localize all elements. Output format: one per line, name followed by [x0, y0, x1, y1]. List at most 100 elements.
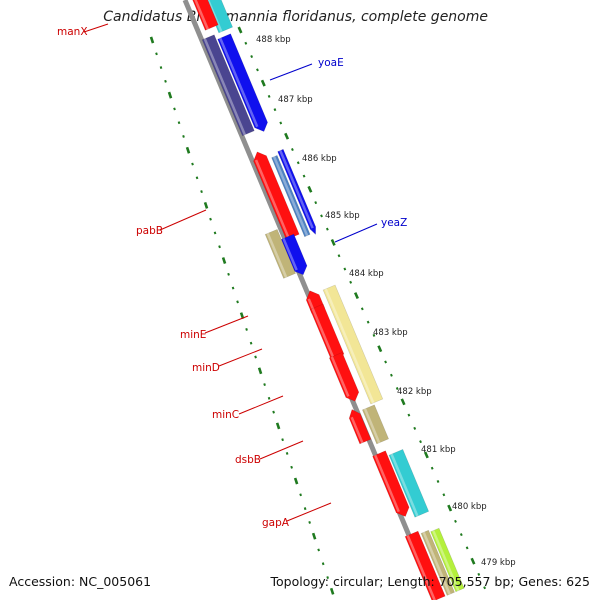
gene-feature: [277, 148, 317, 236]
minC-leader: [238, 395, 284, 415]
yeaZ-leader: [334, 223, 378, 243]
outer-tick: [260, 79, 266, 87]
kbp-label-482: 482 kbp: [397, 387, 432, 397]
inner-tick: [227, 272, 230, 276]
gene-label-minC: minC: [212, 409, 239, 421]
inner-tick: [303, 507, 307, 511]
inner-tick: [293, 477, 299, 485]
gene-feature-highlight: [406, 535, 436, 600]
minE-leader: [204, 315, 249, 334]
kbp-label-485: 485 kbp: [325, 211, 360, 221]
gene-feature: [404, 530, 446, 600]
outer-tick: [354, 292, 359, 300]
gene-feature: [217, 33, 268, 132]
outer-tick: [337, 254, 341, 258]
gene-feature: [388, 449, 430, 518]
yeaZ-feature: [264, 229, 296, 279]
kbp-label-481: 481 kbp: [421, 445, 456, 455]
pabB-feature: [271, 155, 311, 238]
tick-marks: [149, 26, 487, 595]
outer-tick: [454, 519, 457, 523]
inner-tick: [200, 190, 203, 194]
genome-summary-text: Topology: circular; Length: 705,557 bp; …: [270, 574, 591, 589]
outer-tick: [314, 201, 318, 205]
inner-tick: [299, 493, 302, 497]
outer-tick: [250, 55, 254, 59]
kbp-label-480: 480 kbp: [452, 502, 487, 512]
outer-tick: [267, 94, 271, 98]
gene-feature: [420, 529, 455, 596]
inner-tick: [149, 36, 155, 44]
inner-tick: [231, 286, 235, 290]
outer-tick: [400, 398, 406, 406]
outer-tick: [390, 373, 393, 377]
minD-leader: [218, 348, 263, 367]
inner-tick: [321, 562, 325, 566]
outer-tick: [419, 440, 422, 444]
inner-tick: [164, 79, 167, 83]
manX-neighbor-feature: [192, 0, 219, 31]
inner-tick: [249, 341, 253, 345]
dsbB-feature: [362, 404, 389, 445]
outer-tick: [302, 174, 306, 178]
minD-feature-highlight: [324, 288, 375, 404]
accession-text: Accession: NC_005061: [9, 574, 152, 589]
outer-tick: [447, 504, 453, 512]
outer-tick: [325, 227, 329, 231]
minD-feature: [322, 284, 384, 405]
inner-tick: [317, 548, 320, 552]
yeaZ-feature-highlight: [266, 232, 288, 278]
gene-feature-highlight: [311, 308, 335, 359]
minC-feature: [328, 352, 360, 402]
yoaE-leader: [269, 63, 313, 81]
outer-tick: [360, 307, 364, 311]
outer-tick: [413, 426, 417, 430]
inner-tick: [311, 532, 317, 540]
outer-tick: [395, 387, 399, 391]
inner-tick: [329, 587, 335, 595]
inner-tick: [308, 520, 311, 524]
gene-feature-highlight: [422, 531, 451, 595]
gapA-feature: [372, 450, 410, 517]
gene-feature-highlight: [282, 238, 298, 271]
gene-label-dsbB: dsbB: [235, 454, 261, 466]
inner-tick: [263, 383, 266, 387]
dsbB-feature-highlight: [363, 408, 381, 444]
inner-tick: [254, 355, 257, 359]
inner-tick: [285, 452, 289, 455]
inner-tick: [173, 107, 176, 111]
manX-leader: [83, 23, 109, 33]
gene-feature-highlight: [219, 37, 259, 128]
inner-tick: [236, 300, 239, 304]
outer-tick: [436, 479, 440, 483]
inner-tick: [281, 438, 284, 442]
inner-tick: [221, 257, 227, 264]
outer-tick: [273, 108, 277, 112]
outer-tick: [256, 68, 259, 72]
outer-tick: [291, 148, 294, 152]
outer-tick: [320, 214, 323, 218]
manX-neighbor-feature-highlight: [194, 0, 209, 30]
inner-tick: [218, 245, 221, 249]
inner-tick: [167, 91, 173, 99]
inner-tick: [159, 66, 163, 70]
inner-tick: [290, 465, 293, 469]
outer-tick: [349, 280, 353, 284]
inner-tick: [203, 201, 209, 209]
inner-tick: [272, 410, 275, 414]
inner-tick: [267, 396, 271, 400]
yoaE-feature-highlight: [203, 38, 246, 136]
gene-feature: [430, 527, 465, 593]
inner-tick: [326, 576, 329, 579]
gene-feature: [309, 303, 345, 360]
dsbB-leader: [259, 440, 304, 460]
gene-label-minE: minE: [180, 329, 206, 341]
inner-tick: [182, 135, 185, 138]
outer-tick: [284, 132, 290, 140]
outer-tick: [423, 451, 429, 459]
inner-tick: [195, 176, 199, 180]
pabB-leader: [159, 209, 207, 231]
minC-feature-highlight: [330, 356, 350, 397]
outer-tick: [237, 26, 243, 34]
